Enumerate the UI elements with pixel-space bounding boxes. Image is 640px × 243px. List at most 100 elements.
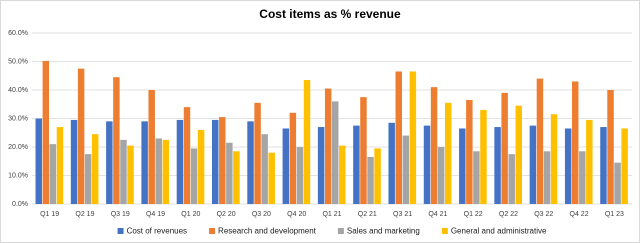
bar xyxy=(466,99,473,204)
x-tick-label: Q2 22 xyxy=(499,211,518,218)
bar xyxy=(268,152,275,204)
bar xyxy=(402,135,410,204)
bar xyxy=(296,147,304,204)
bar xyxy=(600,127,607,204)
legend-swatch xyxy=(337,228,344,234)
bar xyxy=(339,145,346,204)
bar xyxy=(141,121,148,204)
bar xyxy=(543,151,551,204)
bar xyxy=(437,147,445,204)
y-tick-label: 0.0% xyxy=(12,201,28,208)
x-tick-label: Q3 19 xyxy=(111,211,130,218)
bar xyxy=(536,78,544,204)
bar xyxy=(459,128,466,204)
bar xyxy=(473,151,480,204)
x-tick-label: Q1 20 xyxy=(181,211,200,218)
bar xyxy=(289,112,297,204)
legend-swatch xyxy=(209,228,216,234)
bar xyxy=(607,90,614,204)
bar xyxy=(77,68,85,204)
chart-title: Cost items as % revenue xyxy=(259,7,401,21)
bar xyxy=(324,88,332,204)
legend-label: Research and development xyxy=(218,227,317,236)
legend-label: Cost of revenues xyxy=(127,227,187,236)
legend-swatch xyxy=(117,228,124,234)
bar xyxy=(444,102,452,204)
x-tick-label: Q2 21 xyxy=(358,211,377,218)
bar xyxy=(176,119,184,204)
bar xyxy=(409,71,417,204)
y-tick-label: 50.0% xyxy=(8,58,28,65)
x-tick-label: Q4 22 xyxy=(570,211,589,218)
bar xyxy=(113,77,120,204)
bar xyxy=(226,142,233,204)
bar xyxy=(49,144,57,204)
bar xyxy=(430,87,438,204)
bar xyxy=(508,154,515,204)
legend-label: Sales and marketing xyxy=(347,227,420,236)
y-tick-label: 30.0% xyxy=(8,115,28,122)
bar xyxy=(219,117,226,204)
bar xyxy=(42,60,50,205)
bar xyxy=(586,119,593,204)
x-tick-label: Q4 21 xyxy=(428,211,447,218)
legend-label: General and administrative xyxy=(451,227,547,236)
bar xyxy=(254,102,261,204)
x-tick-label: Q1 23 xyxy=(605,211,624,218)
bar xyxy=(155,138,162,204)
x-tick-label: Q2 19 xyxy=(75,211,94,218)
bar xyxy=(480,109,487,204)
y-tick-label: 60.0% xyxy=(8,30,28,37)
bar xyxy=(501,92,508,204)
bar xyxy=(183,107,191,204)
bar xyxy=(353,125,360,204)
bar xyxy=(564,128,572,204)
y-tick-label: 10.0% xyxy=(8,172,28,179)
bar xyxy=(621,128,628,204)
bar xyxy=(233,151,240,204)
bar xyxy=(515,105,522,204)
x-tick-label: Q3 22 xyxy=(534,211,553,218)
x-tick-label: Q1 22 xyxy=(464,211,483,218)
bar xyxy=(360,97,367,204)
bar xyxy=(395,71,402,204)
bar xyxy=(35,118,42,204)
y-tick-label: 20.0% xyxy=(8,144,28,151)
bar xyxy=(247,121,254,204)
bar xyxy=(148,90,155,204)
bar xyxy=(332,101,339,204)
bar xyxy=(162,139,170,204)
bar xyxy=(572,81,579,204)
bar xyxy=(374,148,381,204)
bar xyxy=(92,134,99,204)
bar xyxy=(106,121,113,204)
x-tick-label: Q3 21 xyxy=(393,211,412,218)
bar xyxy=(84,154,92,204)
bar xyxy=(317,127,325,204)
bar xyxy=(212,119,219,204)
bar xyxy=(388,122,395,204)
bar xyxy=(614,162,621,204)
x-tick-label: Q4 20 xyxy=(287,211,306,218)
bar xyxy=(303,80,311,204)
bar xyxy=(529,125,537,204)
bar xyxy=(282,128,290,204)
bar xyxy=(70,119,78,204)
x-tick-label: Q1 21 xyxy=(322,211,341,218)
y-tick-label: 40.0% xyxy=(8,87,28,94)
bar xyxy=(197,129,205,204)
bar xyxy=(127,145,134,204)
bar xyxy=(494,127,501,204)
bar xyxy=(120,139,127,204)
bar xyxy=(56,127,64,204)
x-tick-label: Q1 19 xyxy=(40,211,59,218)
bar xyxy=(367,156,374,204)
x-tick-label: Q2 20 xyxy=(217,211,236,218)
legend-swatch xyxy=(441,228,448,234)
x-tick-label: Q3 20 xyxy=(252,211,271,218)
bar xyxy=(423,125,431,204)
bar xyxy=(579,151,586,204)
bar xyxy=(550,114,558,204)
